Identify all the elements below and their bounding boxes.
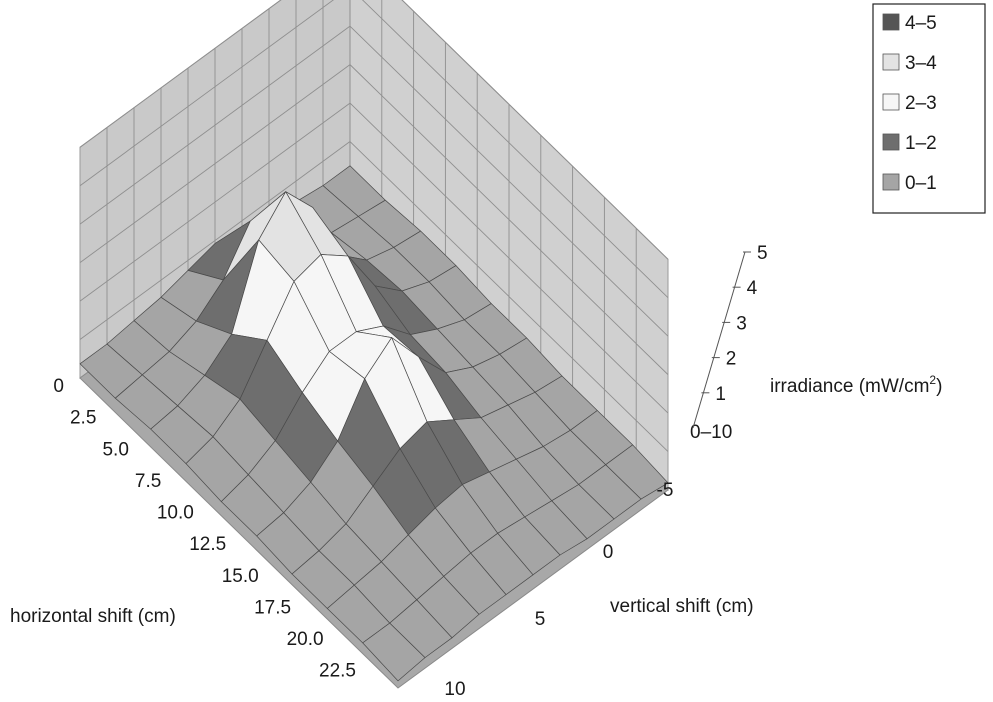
y-tick-label: 0 [603,542,614,563]
x-tick-label: 0 [53,376,64,397]
z-tick-label: 2 [726,349,737,370]
x-tick-label: 7.5 [135,471,161,492]
legend-swatch [882,133,900,151]
x-tick-label: 10.0 [157,503,194,524]
z-tick-label: 4 [747,278,758,299]
wall-grid-line [79,25,351,225]
y-tick-label: 5 [535,609,546,630]
x-tick-label: 15.0 [222,566,259,587]
x-tick-label: 22.5 [319,661,356,682]
wall-grid-line [79,141,351,340]
z-axis-title: irradiance (mW/cm2) [770,373,942,397]
wall-grid-line [401,0,669,260]
surface-cell [362,622,426,682]
wall-grid-line [361,0,669,299]
y-tick-label: 10 [444,679,465,700]
x-axis-title: horizontal shift (cm) [10,606,176,627]
z-axis-title-main: irradiance (mW/cm [770,376,929,397]
y-axis-tick-labels: 0–10 -5 0 5 10 [444,422,732,700]
legend-label: 2–3 [905,93,937,114]
x-tick-label: 20.0 [287,629,324,650]
x-tick-label: 12.5 [189,534,226,555]
wall-grid-line [349,102,669,414]
legend-swatch [882,173,900,191]
y-tick-label: 0–10 [690,422,732,443]
z-tick-label: 1 [715,384,726,405]
surface-plot [79,165,669,682]
legend-label: 4–5 [905,13,937,34]
z-axis-line [692,251,746,429]
wall-grid-line [349,141,669,452]
legend: 4–5 3–4 2–3 1–2 0–1 [872,3,986,214]
y-axis-title: vertical shift (cm) [610,596,754,617]
legend-label: 0–1 [905,173,937,194]
wall-grid-line [349,25,669,337]
z-axis-title-superscript: 2 [929,373,936,387]
wall-grid-line [79,102,351,302]
x-tick-label: 2.5 [70,408,96,429]
z-tick-label: 5 [757,243,768,264]
x-tick-label: 17.5 [254,597,291,618]
z-axis-title-end: ) [936,376,942,397]
wall-grid-line [79,0,334,187]
x-tick-label: 5.0 [102,439,128,460]
y-tick-label: -5 [657,480,674,501]
legend-swatch [882,53,900,71]
legend-label: 3–4 [905,53,937,74]
wall-grid-line [79,0,282,148]
x-axis-tick-labels: 0 2.5 5.0 7.5 10.0 12.5 15.0 17.5 20.0 22.5 [53,376,356,682]
legend-items: 4–5 3–4 2–3 1–2 0–1 [882,13,937,194]
legend-swatch [882,13,900,31]
z-axis-tick-labels: 12 34 5 [692,243,768,429]
wall-grid-line [79,64,351,263]
wall-grid-line [349,64,669,375]
legend-swatch [882,93,900,111]
z-tick-label: 3 [736,313,747,334]
legend-label: 1–2 [905,133,937,154]
